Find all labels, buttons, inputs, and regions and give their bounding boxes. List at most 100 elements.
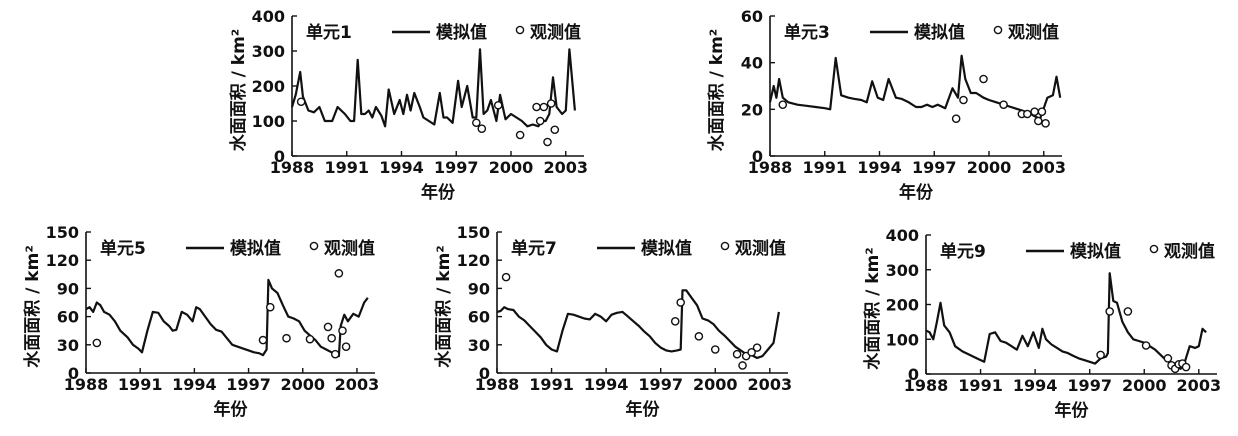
legend-sim-label: 模拟值 <box>914 22 965 43</box>
observed-point <box>539 102 549 112</box>
legend-marker-swatch <box>309 241 319 251</box>
legend-marker-swatch <box>993 25 1003 35</box>
panel-4: 0 30 60 90 120 150 1988 1991 1994 1997 2000 2003 年份 水… <box>433 223 792 420</box>
y-tick-label: 60 <box>741 7 763 26</box>
simulated-line <box>925 272 1207 370</box>
x-axis-title: 年份 <box>626 399 661 420</box>
x-axis-title: 年份 <box>1055 400 1090 421</box>
x-tick-label: 1991 <box>802 158 847 177</box>
x-tick-label: 2003 <box>748 375 793 394</box>
observed-point <box>959 95 968 105</box>
x-tick-label: 2000 <box>967 158 1012 177</box>
observed-point <box>330 349 340 359</box>
x-tick-label: 2000 <box>1122 376 1167 395</box>
observed-point <box>327 333 336 343</box>
x-tick-label: 1988 <box>270 158 315 177</box>
panel-title: 单元7 <box>511 238 557 259</box>
y-tick-label: 60 <box>468 308 490 327</box>
observed-point <box>1163 354 1173 363</box>
observed-point <box>501 272 511 282</box>
y-tick-label: 150 <box>46 223 79 242</box>
observed-point <box>747 348 756 357</box>
x-tick-label: 2000 <box>280 375 325 394</box>
observed-point <box>979 74 988 84</box>
x-tick-label: 1991 <box>118 375 163 394</box>
observed-point <box>1105 307 1114 316</box>
observed-point <box>334 269 344 278</box>
y-tick-label: 200 <box>252 77 285 96</box>
simulated-line <box>496 289 780 360</box>
y-tick-label: 20 <box>741 100 763 119</box>
y-tick-label: 400 <box>252 7 285 26</box>
y-tick-label: 120 <box>457 251 490 270</box>
observed-point <box>1123 307 1133 316</box>
observed-point <box>282 333 291 343</box>
legend-marker-swatch <box>515 25 525 35</box>
panel-title: 单元1 <box>306 22 352 43</box>
legend-marker-swatch <box>1149 244 1159 254</box>
panel-title: 单元3 <box>784 22 830 43</box>
y-axis-title: 水面面积 / km² <box>862 247 883 370</box>
observed-point <box>1033 116 1043 126</box>
observed-point <box>323 322 333 332</box>
y-tick-label: 400 <box>886 226 919 245</box>
observed-point <box>694 332 704 341</box>
x-tick-label: 1997 <box>434 158 479 177</box>
observed-point <box>477 124 487 133</box>
y-tick-label: 100 <box>886 330 919 349</box>
y-tick-label: 0 <box>68 364 79 383</box>
observed-point <box>550 125 560 135</box>
x-tick-label: 1991 <box>958 376 1003 395</box>
legend-marker-swatch <box>720 241 730 251</box>
legend-sim-label: 模拟值 <box>1070 241 1121 262</box>
x-tick-label: 2003 <box>543 158 588 177</box>
observed-point <box>493 100 503 110</box>
observed-point <box>1181 362 1191 372</box>
observed-point <box>341 342 351 351</box>
y-tick-label: 200 <box>886 296 919 315</box>
y-tick-label: 300 <box>252 42 285 61</box>
observed-point <box>676 298 685 307</box>
y-tick-label: 60 <box>57 308 79 327</box>
x-tick-label: 1988 <box>904 376 949 395</box>
y-axis-title: 水面面积 / km² <box>433 245 454 368</box>
y-tick-label: 30 <box>57 336 79 355</box>
x-tick-label: 1994 <box>379 158 424 177</box>
y-tick-label: 90 <box>468 279 490 298</box>
observed-point <box>1096 350 1105 360</box>
observed-point <box>710 345 720 354</box>
x-tick-label: 2000 <box>693 375 738 394</box>
observed-point <box>472 118 481 128</box>
y-tick-label: 100 <box>252 112 285 131</box>
panel-2: 0 20 40 60 1988 1991 1994 1997 2000 2003 年份 水面面积 / … <box>706 7 1066 203</box>
x-tick-label: 2003 <box>1177 376 1222 395</box>
observed-point <box>732 349 742 359</box>
simulated-line <box>768 54 1062 120</box>
observed-point <box>543 137 552 147</box>
legend-obs-label: 观测值 <box>529 22 581 43</box>
observed-point <box>258 335 268 345</box>
y-tick-label: 0 <box>274 147 285 166</box>
legend-sim-label: 模拟值 <box>230 238 281 259</box>
observed-point <box>1023 109 1032 119</box>
observed-point <box>1030 107 1039 116</box>
observed-point <box>1037 107 1047 116</box>
y-tick-label: 30 <box>468 336 490 355</box>
x-tick-label: 2000 <box>489 158 534 177</box>
x-tick-label: 1997 <box>912 158 957 177</box>
x-axis-title: 年份 <box>899 182 934 203</box>
x-tick-label: 1991 <box>529 375 574 394</box>
observed-point <box>738 361 747 370</box>
x-axis-title: 年份 <box>214 399 249 420</box>
x-tick-label: 1994 <box>172 375 217 394</box>
y-axis-title: 水面面积 / km² <box>228 29 249 152</box>
observed-point <box>296 97 306 107</box>
x-tick-label: 1988 <box>748 158 793 177</box>
observed-point <box>1041 119 1050 128</box>
x-tick-label: 1997 <box>1067 376 1112 395</box>
observed-point <box>778 100 788 109</box>
observed-point <box>305 334 315 344</box>
observed-point <box>752 343 762 352</box>
x-tick-label: 2003 <box>1021 158 1066 177</box>
